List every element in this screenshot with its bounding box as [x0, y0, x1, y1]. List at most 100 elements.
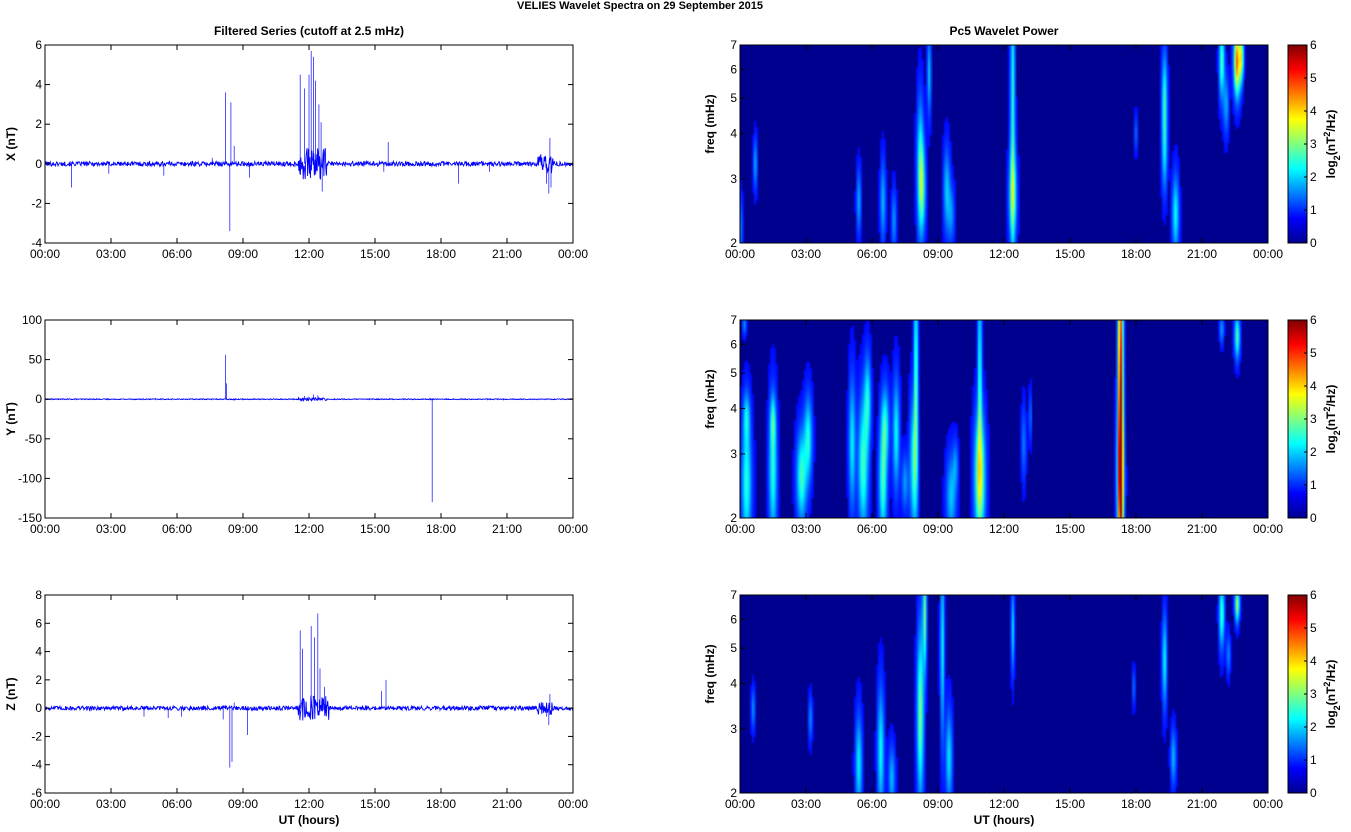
- y-axis-label: freq (mHz): [703, 369, 717, 428]
- x-tick-label: 21:00: [492, 797, 522, 811]
- y-tick-label: 6: [730, 62, 737, 76]
- y-tick-label: 0: [35, 392, 42, 406]
- y-axis-label: Y (nT): [4, 402, 18, 436]
- x-tick-label: 18:00: [1121, 522, 1151, 536]
- colorbar-label: log2(nT2/Hz): [1322, 385, 1342, 454]
- x-tick-label: 00:00: [725, 797, 755, 811]
- plot-area: [45, 320, 573, 518]
- panel-title: Pc5 Wavelet Power: [950, 24, 1059, 38]
- y-tick-label: -6: [31, 786, 42, 800]
- x-tick-label: 00:00: [558, 247, 588, 261]
- series-group: [45, 354, 573, 503]
- y-tick-label: 50: [29, 353, 43, 367]
- colorbar-tick-label: 2: [1310, 445, 1317, 459]
- y-tick-label: 2: [35, 117, 42, 131]
- spectrogram-image: [740, 595, 1268, 793]
- y-tick-label: 4: [35, 645, 42, 659]
- colorbar-tick-label: 3: [1310, 137, 1317, 151]
- y-tick-label: 4: [730, 401, 737, 415]
- x-tick-label: 00:00: [30, 797, 60, 811]
- y-tick-label: 4: [730, 676, 737, 690]
- y-tick-label: -4: [31, 236, 42, 250]
- colorbar: 0 1 2 3 4 5 6 log2(nT2/Hz): [1287, 38, 1342, 250]
- y-tick-label: 8: [35, 588, 42, 602]
- y-tick-label: -50: [25, 432, 43, 446]
- x-tick-label: 15:00: [1055, 797, 1085, 811]
- y-tick-label: 3: [730, 722, 737, 736]
- x-tick-label: 21:00: [1187, 247, 1217, 261]
- y-tick-label: 6: [730, 612, 737, 626]
- figure-title: VELIES Wavelet Spectra on 29 September 2…: [517, 0, 763, 12]
- x-tick-label: 12:00: [989, 797, 1019, 811]
- x-tick-label: 00:00: [30, 247, 60, 261]
- colorbar-tick-label: 0: [1310, 236, 1317, 250]
- x-tick-label: 15:00: [1055, 247, 1085, 261]
- colorbar-tick-label: 1: [1310, 203, 1317, 217]
- x-tick-label: 21:00: [492, 522, 522, 536]
- x-tick-label: 09:00: [228, 522, 258, 536]
- colorbar-tick-label: 2: [1310, 170, 1317, 184]
- y-tick-label: 4: [35, 78, 42, 92]
- y-tick-label: 7: [730, 313, 737, 327]
- colorbar-tick-label: 4: [1310, 379, 1317, 393]
- colorbar-tick-label: 6: [1310, 588, 1317, 602]
- y-axis-label: freq (mHz): [703, 94, 717, 153]
- series-group: [45, 613, 573, 768]
- x-tick-label: 00:00: [1253, 247, 1283, 261]
- y-axis-label: X (nT): [4, 127, 18, 161]
- x-tick-label: 18:00: [426, 522, 456, 536]
- x-tick-label: 00:00: [558, 522, 588, 536]
- y-tick-label: 5: [730, 641, 737, 655]
- y-tick-label: -2: [31, 196, 42, 210]
- x-tick-label: 03:00: [791, 522, 821, 536]
- x-tick-label: 21:00: [1187, 797, 1217, 811]
- series-line: [45, 396, 573, 403]
- x-tick-label: 12:00: [989, 522, 1019, 536]
- x-tick-label: 06:00: [162, 522, 192, 536]
- colorbar: 0 1 2 3 4 5 6 log2(nT2/Hz): [1287, 313, 1342, 525]
- y-tick-label: 2: [35, 673, 42, 687]
- y-tick-label: 7: [730, 588, 737, 602]
- y-tick-label: 2: [730, 511, 737, 525]
- x-tick-label: 03:00: [791, 797, 821, 811]
- heatmap-panel: 2 3 4 5 6 7 00:00 03:00 06:00 09:00 12:00 15:00 18:0…: [703, 24, 1342, 261]
- x-tick-label: 15:00: [360, 247, 390, 261]
- colorbar-tick-label: 5: [1310, 346, 1317, 360]
- x-tick-label: 18:00: [426, 797, 456, 811]
- x-tick-label: 15:00: [360, 797, 390, 811]
- y-tick-label: 3: [730, 172, 737, 186]
- x-tick-label: 00:00: [558, 797, 588, 811]
- y-axis-label: Z (nT): [4, 677, 18, 710]
- y-tick-label: -2: [31, 729, 42, 743]
- colorbar-tick-label: 5: [1310, 71, 1317, 85]
- y-tick-label: 5: [730, 366, 737, 380]
- colorbar-tick-label: 0: [1310, 511, 1317, 525]
- x-tick-label: 18:00: [426, 247, 456, 261]
- x-tick-label: 03:00: [791, 247, 821, 261]
- panel-title: Filtered Series (cutoff at 2.5 mHz): [214, 24, 404, 38]
- y-tick-label: 4: [730, 126, 737, 140]
- x-tick-label: 00:00: [725, 247, 755, 261]
- y-tick-label: -150: [18, 511, 42, 525]
- y-tick-label: 100: [22, 313, 42, 327]
- x-tick-label: 15:00: [360, 522, 390, 536]
- y-axis-label: freq (mHz): [703, 644, 717, 703]
- y-tick-label: 0: [35, 157, 42, 171]
- x-tick-label: 09:00: [923, 797, 953, 811]
- line-panel: -150 -100 -50 0 50 100 00:00 03:00 06:00 09:00 12:…: [4, 313, 588, 536]
- colorbar-label: log2(nT2/Hz): [1322, 660, 1342, 729]
- x-tick-label: 15:00: [1055, 522, 1085, 536]
- colorbar-tick-label: 5: [1310, 621, 1317, 635]
- colorbar-tick-label: 4: [1310, 654, 1317, 668]
- y-tick-label: 7: [730, 38, 737, 52]
- x-tick-label: 09:00: [923, 247, 953, 261]
- heatmap-panel: 2 3 4 5 6 7 00:00 03:00 06:00 09:00 12:00 15:00 18:0…: [703, 588, 1342, 827]
- plot-area: [45, 595, 573, 793]
- x-tick-label: 09:00: [228, 247, 258, 261]
- x-tick-label: 03:00: [96, 797, 126, 811]
- y-tick-label: 2: [730, 236, 737, 250]
- y-tick-label: 5: [730, 91, 737, 105]
- y-tick-label: 3: [730, 447, 737, 461]
- colorbar: 0 1 2 3 4 5 6 log2(nT2/Hz): [1287, 588, 1342, 800]
